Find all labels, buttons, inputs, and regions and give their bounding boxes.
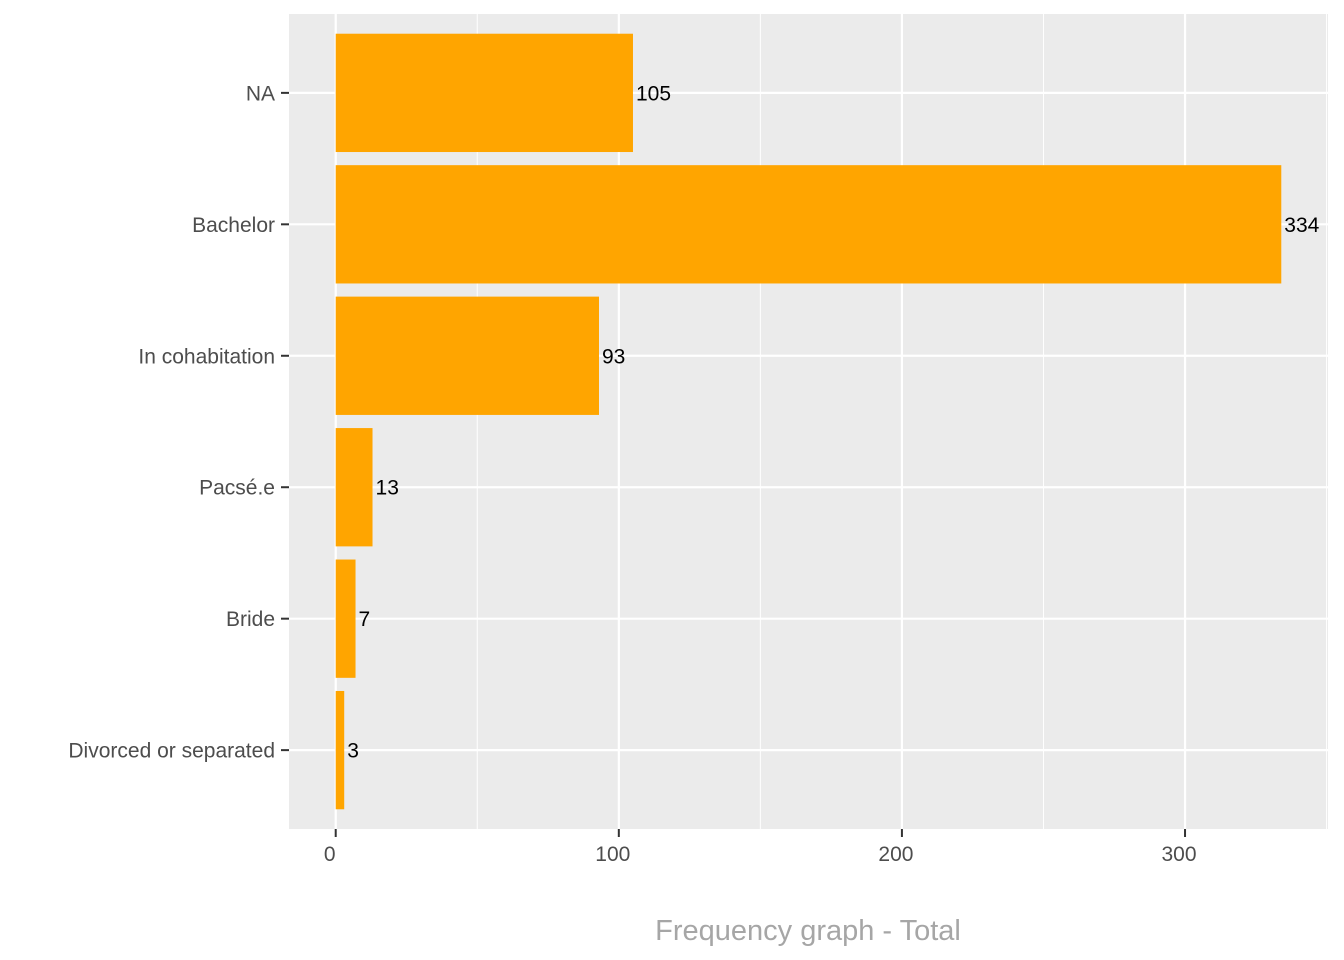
bar-value-label: 105 [636,82,671,105]
y-tick-label: Divorced or separated [68,740,275,763]
bar [335,33,633,153]
y-tick-label: Bachelor [192,214,275,237]
x-axis: 0 100 200 300 [324,829,1197,866]
bar-value-label: 7 [359,608,371,631]
x-tick-label: 300 [1162,843,1197,866]
bars [335,33,1282,810]
y-tick-label: Bride [226,608,275,631]
x-tick-label: 0 [324,843,336,866]
bar [335,296,600,415]
bar-value-label: 93 [602,345,625,368]
bar [335,428,373,547]
bar [335,690,345,810]
x-tick-label: 100 [595,843,630,866]
x-tick-label: 200 [878,843,913,866]
bar-value-label: 13 [376,477,399,500]
bar-value-label: 3 [347,740,359,763]
bar [335,165,1282,284]
x-axis-title: Frequency graph - Total [655,915,961,947]
bar [335,559,356,678]
y-tick-label: Pacsé.e [199,477,275,500]
bar-value-label: 334 [1284,214,1319,237]
y-axis: NA Bachelor In cohabitation Pacsé.e Bride Div… [68,82,289,763]
y-tick-label: NA [246,82,275,105]
y-tick-label: In cohabitation [138,345,275,368]
data-labels: 105 334 93 13 7 3 [347,82,1319,762]
